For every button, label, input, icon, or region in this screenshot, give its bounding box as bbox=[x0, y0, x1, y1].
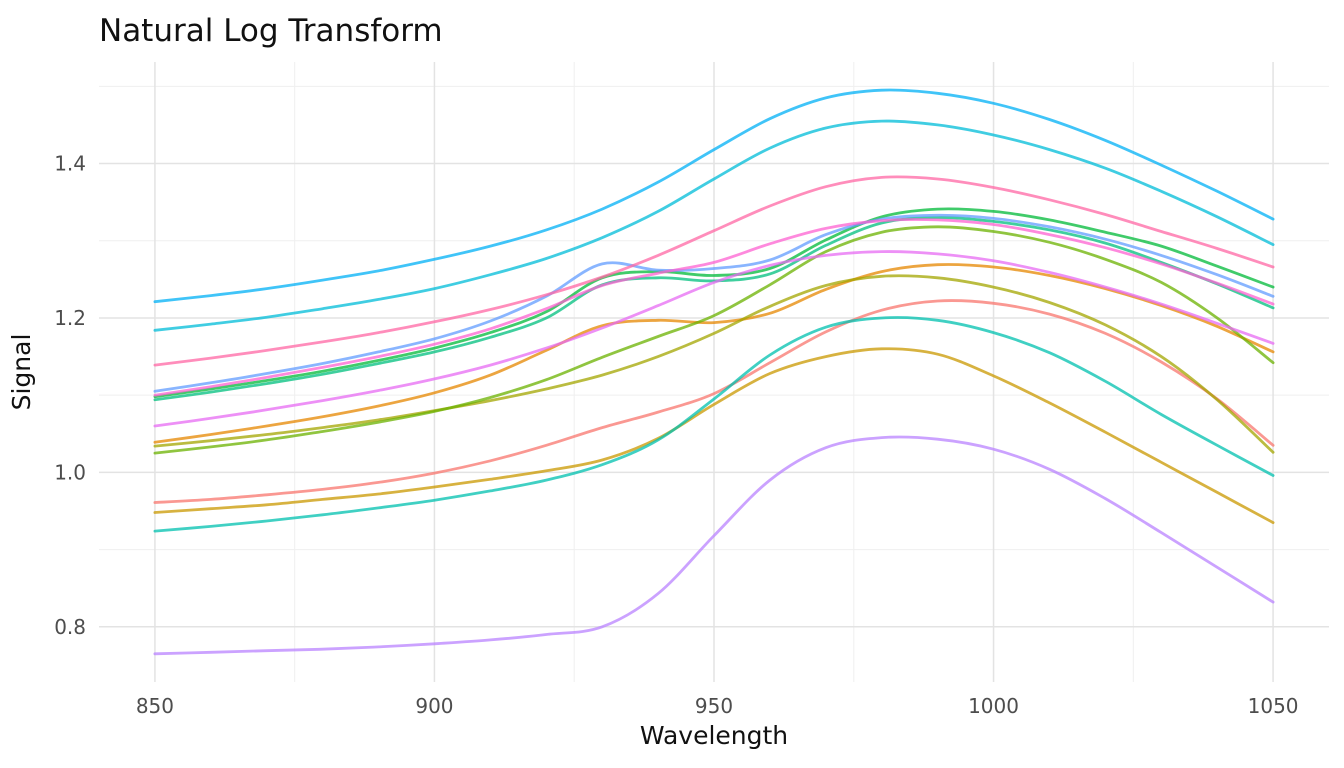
y-tick-label: 0.8 bbox=[54, 615, 86, 639]
y-tick-label: 1.2 bbox=[54, 306, 86, 330]
tick-label-layer: 850 900 950 1000 1050 0.8 1.0 1.2 1.4 bbox=[54, 152, 1298, 718]
series-line-salmon bbox=[153, 299, 1275, 504]
y-tick-label: 1.4 bbox=[54, 152, 86, 176]
x-axis-title: Wavelength bbox=[640, 721, 788, 750]
series-line-pink bbox=[153, 175, 1275, 367]
y-axis-title: Signal bbox=[7, 334, 36, 411]
series-line-cornflower bbox=[153, 213, 1275, 393]
series-line-apple-green bbox=[153, 225, 1275, 455]
series-line-lavender bbox=[153, 435, 1275, 656]
series-line-magenta bbox=[153, 218, 1275, 397]
series-line-green bbox=[153, 207, 1275, 399]
x-tick-label: 1000 bbox=[968, 694, 1019, 718]
plot-title: Natural Log Transform bbox=[99, 13, 443, 49]
series-line-mustard bbox=[153, 347, 1275, 524]
series-line-sky-blue bbox=[153, 88, 1275, 304]
x-tick-label: 850 bbox=[136, 694, 174, 718]
y-tick-label: 1.0 bbox=[54, 460, 86, 484]
series-line-emerald bbox=[153, 216, 1275, 402]
series-line-cyan bbox=[153, 119, 1275, 332]
series-line-teal bbox=[153, 316, 1275, 533]
series-layer bbox=[153, 88, 1275, 656]
series-line-olive bbox=[153, 274, 1275, 454]
x-tick-label: 1050 bbox=[1248, 694, 1299, 718]
x-tick-label: 950 bbox=[695, 694, 733, 718]
series-line-orange bbox=[153, 263, 1275, 444]
series-line-violet bbox=[153, 250, 1275, 428]
grid-major-layer bbox=[99, 62, 1329, 682]
x-tick-label: 900 bbox=[415, 694, 453, 718]
